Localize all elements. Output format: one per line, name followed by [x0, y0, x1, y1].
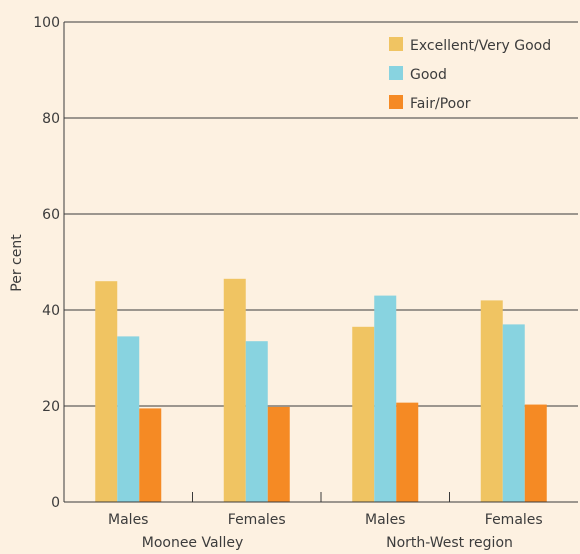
x-tick-label: Males [365, 512, 405, 528]
bar [267, 406, 290, 502]
y-tick-labels: 0 20 40 60 80 100 [33, 15, 60, 511]
x-tick-label: Females [228, 512, 286, 528]
legend-label: Excellent/Very Good [410, 38, 551, 54]
legend-label: Fair/Poor [410, 96, 471, 112]
x-tick-label: Males [108, 512, 148, 528]
legend-swatch [389, 95, 403, 109]
legend-label: Good [410, 67, 447, 83]
group-label: Moonee Valley [142, 535, 244, 551]
x-tick-label: Females [485, 512, 543, 528]
bar [524, 404, 547, 502]
bar [480, 300, 503, 502]
bar [502, 324, 525, 502]
bar [117, 336, 140, 502]
bar [139, 408, 162, 502]
y-tick-label: 40 [42, 303, 60, 319]
bar [352, 326, 375, 502]
legend: Excellent/Very Good Good Fair/Poor [389, 37, 551, 112]
bar [223, 278, 246, 502]
y-tick-label: 100 [33, 15, 60, 31]
bar [374, 295, 397, 502]
group-label: North-West region [386, 535, 513, 551]
bar [396, 402, 419, 502]
y-tick-label: 20 [42, 399, 60, 415]
axes [63, 22, 578, 503]
bar [95, 281, 118, 502]
legend-swatch [389, 37, 403, 51]
x-tick-labels: Males Females Males Females Moonee Valley Nor… [108, 512, 543, 551]
y-tick-label: 0 [51, 495, 60, 511]
legend-swatch [389, 66, 403, 80]
bar [245, 341, 268, 502]
y-tick-label: 80 [42, 111, 60, 127]
y-axis-label: Per cent [9, 234, 25, 292]
bars [95, 278, 547, 502]
y-tick-label: 60 [42, 207, 60, 223]
